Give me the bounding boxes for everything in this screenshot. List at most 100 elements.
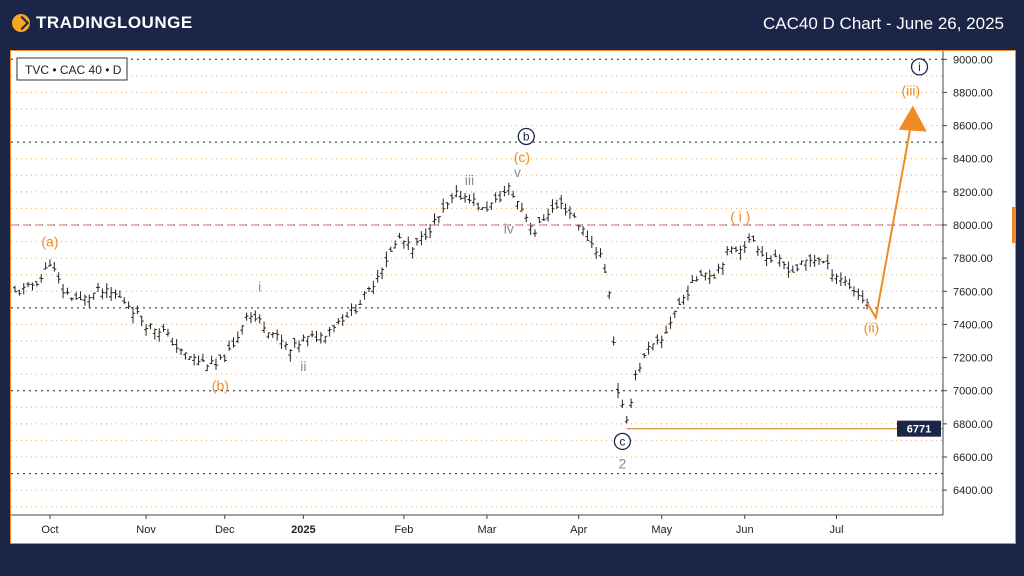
y-tick-label: 8400.00 xyxy=(953,154,993,166)
x-tick-label: Dec xyxy=(215,524,235,536)
ohlc-bar xyxy=(100,288,105,300)
ohlc-bar xyxy=(725,246,730,256)
ohlc-bar xyxy=(318,331,323,344)
ohlc-bar xyxy=(786,261,791,278)
ohlc-bar xyxy=(393,240,398,249)
ohlc-bar xyxy=(445,202,450,209)
ohlc-bar xyxy=(279,334,284,349)
ohlc-bar xyxy=(187,356,192,360)
ohlc-bar xyxy=(380,267,385,280)
ohlc-bar xyxy=(362,291,367,300)
ohlc-bar xyxy=(192,353,197,366)
ohlc-bar xyxy=(130,306,135,324)
ohlc-bar xyxy=(594,246,599,259)
ohlc-bar xyxy=(768,255,773,263)
ohlc-bar xyxy=(851,286,856,297)
ohlc-bar xyxy=(388,246,393,252)
wave-circle xyxy=(910,58,929,76)
ohlc-bar xyxy=(34,281,39,287)
ohlc-bar xyxy=(602,263,607,274)
ohlc-bar xyxy=(856,288,861,300)
ohlc-bar xyxy=(432,213,437,225)
ohlc-bar xyxy=(817,257,822,265)
ohlc-bar xyxy=(74,292,79,300)
projection-path xyxy=(866,125,912,321)
ohlc-bar xyxy=(502,185,507,197)
wave-label: (c) xyxy=(514,149,530,165)
ohlc-bar xyxy=(449,193,454,204)
ohlc-bar xyxy=(366,286,371,293)
ohlc-bar xyxy=(113,289,118,299)
ohlc-bar xyxy=(511,190,516,198)
ohlc-bar xyxy=(716,263,721,274)
ohlc-bar xyxy=(812,254,817,267)
ohlc-bar xyxy=(310,330,315,338)
ohlc-bar xyxy=(799,260,804,266)
ohlc-bar xyxy=(314,330,319,343)
ohlc-bar xyxy=(681,294,686,305)
ohlc-bar xyxy=(830,269,835,282)
wave-label: ii xyxy=(300,358,306,374)
ohlc-bar xyxy=(489,202,494,210)
ohlc-bar xyxy=(65,287,70,295)
ohlc-bar xyxy=(47,259,52,267)
ohlc-bar xyxy=(476,202,481,211)
ohlc-bar xyxy=(589,235,594,249)
ohlc-bar xyxy=(598,248,603,258)
y-tick-label: 6800.00 xyxy=(953,419,993,431)
ohlc-bar xyxy=(506,182,511,196)
ohlc-bar xyxy=(170,337,175,346)
ohlc-bar xyxy=(349,303,354,316)
ohlc-bar xyxy=(340,314,345,326)
ohlc-bar xyxy=(777,254,782,267)
ohlc-bar xyxy=(467,194,472,204)
ohlc-bar xyxy=(729,246,734,254)
wave-label: iv xyxy=(504,220,514,236)
ohlc-bar xyxy=(834,273,839,284)
ohlc-bar xyxy=(532,229,537,237)
ohlc-bar xyxy=(428,223,433,239)
ohlc-bar xyxy=(782,261,787,270)
wave-circle xyxy=(517,127,535,146)
ohlc-bar xyxy=(56,272,61,284)
ohlc-bar xyxy=(410,247,415,259)
ohlc-bar xyxy=(82,294,87,306)
ohlc-bar xyxy=(668,316,673,329)
ohlc-bar xyxy=(78,291,83,301)
ohlc-bar xyxy=(17,289,22,296)
ohlc-bar xyxy=(358,299,363,305)
ohlc-bar xyxy=(196,355,201,366)
brand-logo[interactable]: TRADINGLOUNGE xyxy=(12,13,193,33)
ohlc-bar xyxy=(52,262,57,272)
ohlc-bar xyxy=(205,364,210,372)
y-tick-label: 8000.00 xyxy=(953,220,993,232)
wave-label: (iii) xyxy=(901,83,920,99)
candles-layer xyxy=(13,182,870,424)
ohlc-bar xyxy=(563,203,568,216)
wave-label: v xyxy=(514,164,521,180)
ohlc-bar xyxy=(650,343,655,351)
ohlc-bar xyxy=(331,324,336,333)
ohlc-bar xyxy=(235,331,240,344)
ohlc-bar xyxy=(109,287,114,301)
projection-arrowhead xyxy=(898,105,927,132)
wave-label: (a) xyxy=(41,234,58,250)
ohlc-bar xyxy=(484,201,489,212)
ohlc-bar xyxy=(21,283,26,295)
wave-label: (b) xyxy=(212,378,229,394)
x-tick-label: Nov xyxy=(136,524,156,536)
ohlc-bar xyxy=(860,290,865,304)
x-tick-label: Feb xyxy=(394,524,413,536)
ohlc-bar xyxy=(755,245,760,256)
ohlc-bar xyxy=(297,340,302,353)
ohlc-bar xyxy=(733,246,738,253)
ohlc-bar xyxy=(480,207,485,210)
ohlc-bar xyxy=(401,240,406,249)
y-tick-label: 9000.00 xyxy=(953,54,993,66)
ohlc-bar xyxy=(463,192,468,203)
chart-panel[interactable]: 6771 (a) (b) i ii iii iv v (c) b c 2( i ) (ii) (iii)… xyxy=(10,50,1016,544)
ohlc-bar xyxy=(266,332,271,339)
ohlc-bar xyxy=(39,274,44,283)
